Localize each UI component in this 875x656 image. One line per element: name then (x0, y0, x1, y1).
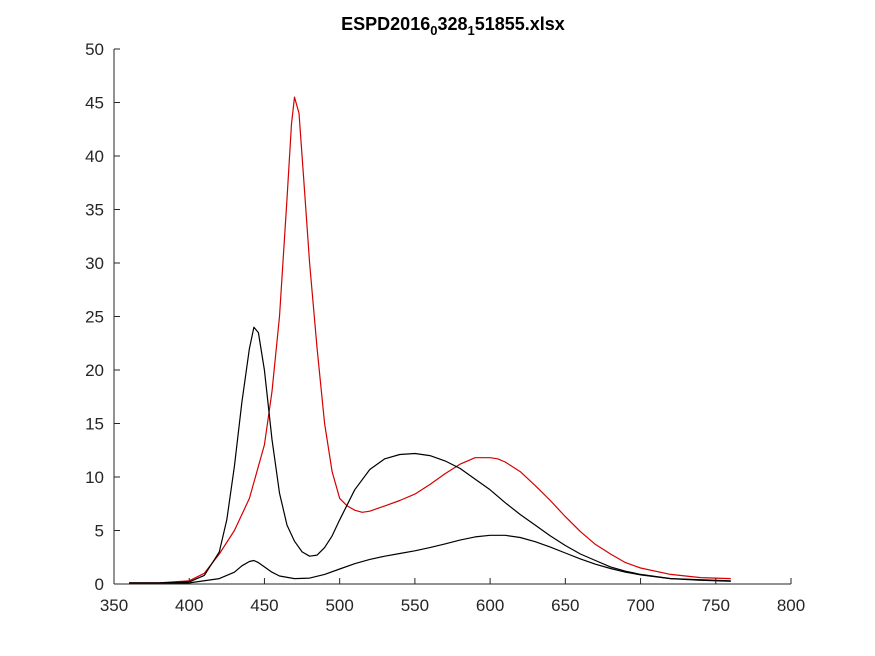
y-tick-label: 50 (85, 40, 104, 59)
y-axis-ticks: 0 5 10 15 20 25 30 35 40 45 50 (85, 40, 120, 594)
x-tick-label: 800 (777, 596, 805, 615)
x-tick-label: 550 (401, 596, 429, 615)
y-tick-label: 10 (85, 468, 104, 487)
y-tick-label: 35 (85, 201, 104, 220)
x-tick-label: 700 (626, 596, 654, 615)
title-text-part: 328 (437, 14, 467, 34)
x-tick-label: 400 (175, 596, 203, 615)
y-tick-label: 25 (85, 308, 104, 327)
series-line-2 (129, 326, 731, 584)
title-subscript: 1 (468, 23, 475, 38)
y-tick-label: 30 (85, 254, 104, 273)
chart-title: ESPD20160328151855.xlsx (341, 14, 565, 38)
title-subscript: 0 (430, 23, 437, 38)
x-tick-label: 650 (551, 596, 579, 615)
y-tick-label: 15 (85, 415, 104, 434)
y-tick-label: 40 (85, 147, 104, 166)
x-tick-label: 750 (702, 596, 730, 615)
x-tick-label: 500 (325, 596, 353, 615)
y-tick-label: 20 (85, 361, 104, 380)
series-line-3 (129, 534, 731, 585)
title-text-part: ESPD2016 (341, 14, 430, 34)
series-line-1 (129, 96, 731, 584)
x-tick-label: 600 (476, 596, 504, 615)
title-text-part: 51855.xlsx (475, 14, 565, 34)
plot-area (114, 49, 791, 584)
y-tick-label: 0 (95, 575, 104, 594)
x-tick-label: 450 (250, 596, 278, 615)
y-tick-label: 5 (95, 522, 104, 541)
x-axis-ticks: 350 400 450 500 550 600 650 700 750 800 (100, 578, 805, 615)
y-tick-label: 45 (85, 94, 104, 113)
x-tick-label: 350 (100, 596, 128, 615)
series-layer (129, 96, 731, 585)
